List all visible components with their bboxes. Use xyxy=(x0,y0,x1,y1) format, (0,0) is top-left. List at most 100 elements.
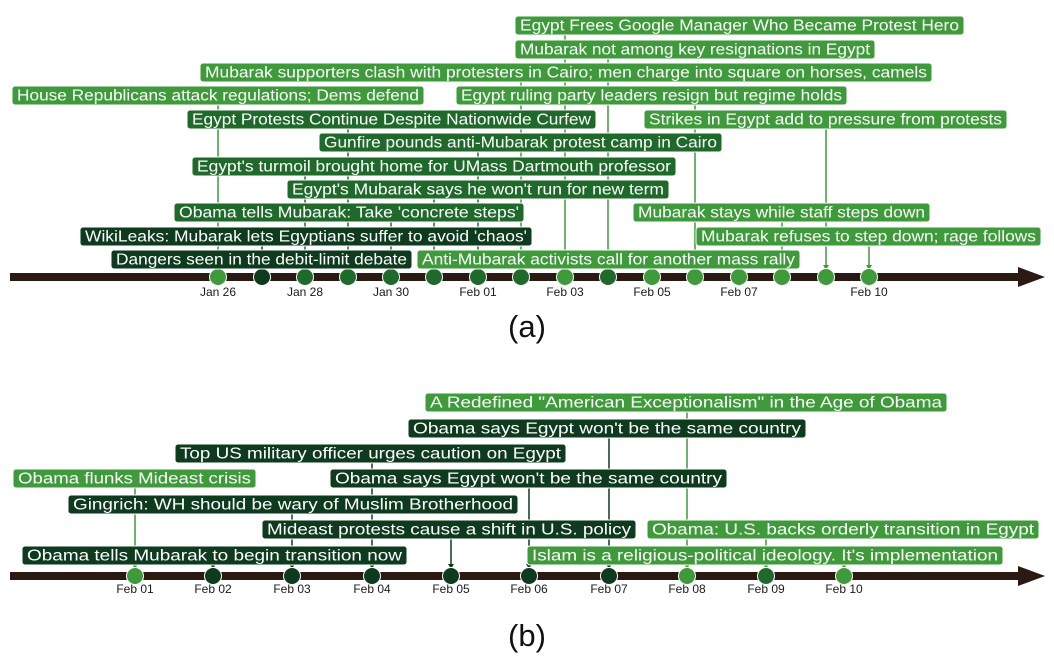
event-dot xyxy=(363,567,381,585)
event-label: Obama flunks Mideast crisis xyxy=(12,468,257,489)
event-dot xyxy=(296,268,314,286)
event-label-text: Obama says Egypt won't be the same count… xyxy=(335,471,722,488)
event-dot xyxy=(469,268,487,286)
tick-label: Feb 10 xyxy=(850,285,888,299)
event-label-box xyxy=(646,519,1040,540)
event-dot xyxy=(600,567,618,585)
tick-label: Feb 08 xyxy=(668,582,706,596)
event-label-box xyxy=(318,132,723,153)
event-label: Egypt Protests Continue Despite Nationwi… xyxy=(186,109,597,130)
axis-bar xyxy=(10,572,1020,580)
tick-label: Feb 03 xyxy=(273,582,311,596)
event-label-text: Obama tells Mubarak to begin transition … xyxy=(27,548,403,565)
event-label: Mubarak not among key resignations in Eg… xyxy=(514,39,876,60)
event-dot xyxy=(425,268,443,286)
tick-label: Jan 28 xyxy=(287,285,323,299)
event-label: Top US military officer urges caution on… xyxy=(174,443,567,464)
event-dot xyxy=(283,567,301,585)
event-label-text: Gunfire pounds anti-Mubarak protest camp… xyxy=(324,135,717,152)
event-label: Gingrich: WH should be wary of Muslim Br… xyxy=(67,494,519,515)
event-label-box xyxy=(424,392,948,413)
event-dot xyxy=(643,268,661,286)
event-label: Strikes in Egypt add to pressure from pr… xyxy=(643,109,1008,130)
event-dot xyxy=(599,268,617,286)
event-label: Egypt's turmoil brought home for UMass D… xyxy=(191,156,677,177)
tick-label: Feb 05 xyxy=(633,285,671,299)
event-dot xyxy=(209,268,227,286)
event-label-box xyxy=(261,519,637,540)
event-label-box xyxy=(695,226,1042,247)
event-label-box xyxy=(173,202,525,223)
event-label: Egypt Frees Google Manager Who Became Pr… xyxy=(514,15,965,36)
event-label-text: Egypt Protests Continue Despite Nationwi… xyxy=(192,112,592,129)
event-label-box xyxy=(514,15,965,36)
event-label-box xyxy=(514,39,876,60)
event-label: A Redefined "American Exceptionalism" in… xyxy=(424,392,948,413)
event-dot xyxy=(835,567,853,585)
event-dot xyxy=(126,567,144,585)
event-dot xyxy=(817,268,835,286)
event-label-text: House Republicans attack regulations; De… xyxy=(17,88,419,105)
timeline-axis-b xyxy=(10,566,1045,586)
event-dot xyxy=(757,567,775,585)
event-label: Obama says Egypt won't be the same count… xyxy=(407,418,807,439)
event-label-text: Egypt's Mubarak says he won't run for ne… xyxy=(292,182,664,199)
event-label-text: Islam is a religious-political ideology.… xyxy=(532,548,998,565)
event-label-text: Anti-Mubarak activists call for another … xyxy=(422,252,795,269)
event-label-text: WikiLeaks: Mubarak lets Egyptians suffer… xyxy=(85,229,527,246)
event-label-box xyxy=(186,109,597,130)
event-dot xyxy=(860,268,878,286)
event-label-box xyxy=(632,202,931,223)
event-label: Egypt ruling party leaders resign but re… xyxy=(455,85,848,106)
event-label-box xyxy=(79,226,533,247)
event-label-text: Strikes in Egypt add to pressure from pr… xyxy=(649,112,1002,129)
tick-label: Feb 02 xyxy=(194,582,232,596)
event-label-text: A Redefined "American Exceptionalism" in… xyxy=(430,395,942,412)
panel-a-caption: (a) xyxy=(508,309,546,344)
event-label-box xyxy=(329,468,728,489)
event-dot xyxy=(204,567,222,585)
event-dot xyxy=(512,268,530,286)
timeline-panel-b: Feb 01 Feb 02 Feb 03 Feb 04 Feb 05 Feb 06 Feb … xyxy=(10,392,1045,653)
event-label-box xyxy=(67,494,519,515)
event-dot xyxy=(382,268,400,286)
stem-arrow xyxy=(823,265,829,270)
event-label: Anti-Mubarak activists call for another … xyxy=(416,249,801,270)
event-label: Obama: U.S. backs orderly transition in … xyxy=(646,519,1040,540)
tick-label: Feb 05 xyxy=(432,582,470,596)
event-label-text: Egypt ruling party leaders resign but re… xyxy=(461,88,842,105)
event-label: WikiLeaks: Mubarak lets Egyptians suffer… xyxy=(79,226,533,247)
event-label-text: Obama flunks Mideast crisis xyxy=(18,471,251,488)
stem-arrow xyxy=(448,564,454,569)
event-label: Mideast protests cause a shift in U.S. p… xyxy=(261,519,637,540)
event-label: Mubarak supporters clash with protesters… xyxy=(199,62,933,83)
event-label-box xyxy=(11,85,425,106)
event-label: Islam is a religious-political ideology.… xyxy=(526,545,1004,566)
tick-labels-a: Jan 26 Jan 28 Jan 30 Feb 01 Feb 03 Feb 05 Feb … xyxy=(200,285,888,299)
tick-label: Feb 01 xyxy=(116,582,154,596)
timeline-panel-a: Jan 26 Jan 28 Jan 30 Feb 01 Feb 03 Feb 05 Feb … xyxy=(10,15,1045,344)
stem-arrow xyxy=(866,265,872,270)
event-label-text: Mubarak not among key resignations in Eg… xyxy=(520,42,871,59)
event-label-text: Mubarak refuses to step down; rage follo… xyxy=(701,229,1036,246)
event-label-text: Egypt Frees Google Manager Who Became Pr… xyxy=(520,18,959,35)
event-label-box xyxy=(110,249,413,270)
tick-label: Feb 09 xyxy=(747,582,785,596)
event-label-box xyxy=(526,545,1004,566)
event-label: Dangers seen in the debit-limit debate xyxy=(110,249,413,270)
tick-labels-b: Feb 01 Feb 02 Feb 03 Feb 04 Feb 05 Feb 06 Feb … xyxy=(116,582,863,596)
event-dot xyxy=(678,567,696,585)
event-label-box xyxy=(21,545,408,566)
event-label-box xyxy=(643,109,1008,130)
panel-b-caption: (b) xyxy=(508,618,546,653)
event-dot xyxy=(730,268,748,286)
tick-label: Feb 07 xyxy=(720,285,758,299)
tick-label: Jan 30 xyxy=(373,285,409,299)
event-labels-b: A Redefined "American Exceptionalism" in… xyxy=(12,392,1040,566)
tick-label: Feb 07 xyxy=(590,582,628,596)
event-label-box xyxy=(455,85,848,106)
event-label-text: Obama says Egypt won't be the same count… xyxy=(413,421,801,438)
axis-arrow xyxy=(1018,566,1045,586)
event-label-box xyxy=(407,418,807,439)
